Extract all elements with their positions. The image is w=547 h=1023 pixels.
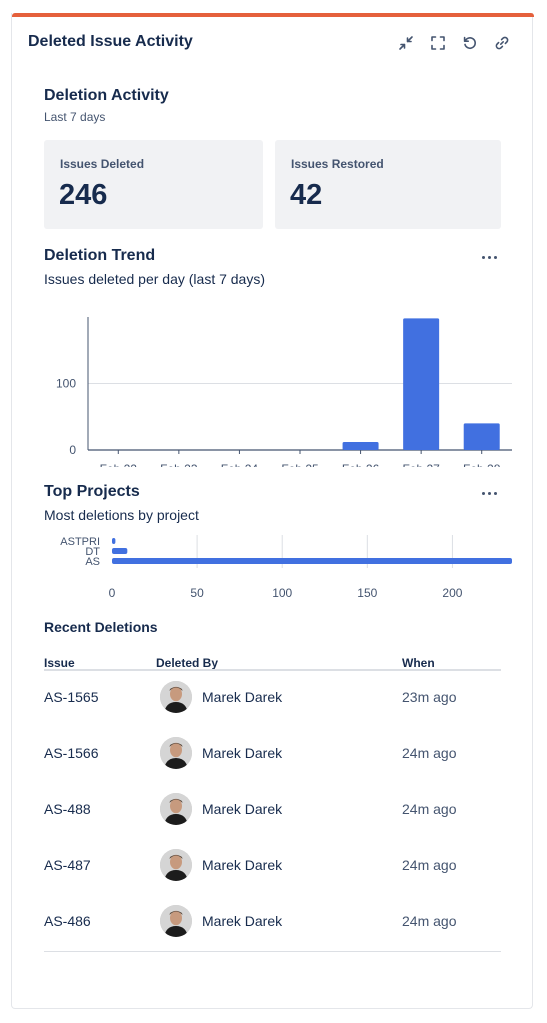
card-actions <box>396 33 512 53</box>
deleted-by-user: Marek Darek <box>202 801 283 817</box>
refresh-icon <box>463 36 476 49</box>
project-bar[interactable] <box>112 538 116 544</box>
avatar-icon <box>160 793 192 825</box>
avatar-icon <box>160 905 192 937</box>
table-row: AS-1565 Marek Darek 23m ago <box>44 671 501 727</box>
recent-title: Recent Deletions <box>44 619 158 635</box>
activity-title: Deletion Activity <box>44 87 169 104</box>
deleted-when: 24m ago <box>402 857 457 873</box>
x-tick-label: 100 <box>272 586 292 600</box>
deleted-when: 23m ago <box>402 689 457 705</box>
card-accent-bar <box>12 13 534 17</box>
user-avatar <box>160 681 192 713</box>
x-tick-label: Feb 28 <box>463 462 501 467</box>
x-tick-label: 200 <box>442 586 462 600</box>
projects-title: Top Projects <box>44 483 140 500</box>
more-dot-icon <box>487 491 491 495</box>
deleted-by-user: Marek Darek <box>202 913 283 929</box>
issue-key-link[interactable]: AS-1565 <box>44 689 99 705</box>
column-deleted-by[interactable]: Deleted By <box>156 656 219 670</box>
projects-more-button[interactable] <box>477 485 501 501</box>
stat-issues-deleted: Issues Deleted 246 <box>44 140 263 229</box>
trend-bar[interactable] <box>403 318 440 450</box>
stat-value: 246 <box>59 179 108 211</box>
more-dot-icon <box>481 491 485 495</box>
project-label: ASTPRI <box>60 536 100 548</box>
user-avatar <box>160 905 192 937</box>
more-dot-icon <box>493 491 497 495</box>
link-icon <box>495 36 509 50</box>
avatar-icon <box>160 681 192 713</box>
stat-label: Issues Deleted <box>60 157 145 171</box>
y-tick-label: 0 <box>69 443 76 457</box>
link-button[interactable] <box>492 33 512 53</box>
minimize-icon <box>399 36 413 50</box>
table-row: AS-487 Marek Darek 24m ago <box>44 839 501 895</box>
trend-bar[interactable] <box>342 442 379 450</box>
refresh-button[interactable] <box>460 33 480 53</box>
avatar-icon <box>160 849 192 881</box>
x-tick-label: Feb 27 <box>402 462 440 467</box>
y-tick-label: 100 <box>56 377 76 391</box>
deleted-issue-activity-card: Deleted Issue Activity Deletion Activity… <box>11 13 534 1009</box>
trend-title: Deletion Trend <box>44 247 156 264</box>
card-title: Deleted Issue Activity <box>28 33 193 50</box>
minimize-button[interactable] <box>396 33 416 53</box>
x-tick-label: 50 <box>190 586 204 600</box>
table-row: AS-1566 Marek Darek 24m ago <box>44 727 501 783</box>
deleted-when: 24m ago <box>402 745 457 761</box>
more-dot-icon <box>493 255 497 259</box>
table-row: AS-488 Marek Darek 24m ago <box>44 783 501 839</box>
x-tick-label: Feb 22 <box>100 462 138 467</box>
column-when[interactable]: When <box>402 656 435 670</box>
trend-more-button[interactable] <box>477 249 501 265</box>
deleted-by-user: Marek Darek <box>202 857 283 873</box>
issue-key-link[interactable]: AS-1566 <box>44 745 99 761</box>
x-tick-label: 150 <box>357 586 377 600</box>
trend-bar[interactable] <box>463 423 500 450</box>
stat-value: 42 <box>290 179 323 211</box>
trend-subtitle: Issues deleted per day (last 7 days) <box>44 271 266 287</box>
x-tick-label: Feb 24 <box>221 462 259 467</box>
project-bar[interactable] <box>112 558 512 564</box>
project-label: DT <box>85 546 100 558</box>
user-avatar <box>160 849 192 881</box>
x-tick-label: Feb 25 <box>281 462 319 467</box>
deleted-by-user: Marek Darek <box>202 689 283 705</box>
user-avatar <box>160 793 192 825</box>
project-bar[interactable] <box>112 548 128 554</box>
issue-key-link[interactable]: AS-486 <box>44 913 91 929</box>
avatar-icon <box>160 737 192 769</box>
deleted-when: 24m ago <box>402 913 457 929</box>
activity-subtitle: Last 7 days <box>44 110 106 124</box>
more-dot-icon <box>487 255 491 259</box>
issue-key-link[interactable]: AS-487 <box>44 857 91 873</box>
issue-key-link[interactable]: AS-488 <box>44 801 91 817</box>
user-avatar <box>160 737 192 769</box>
column-issue[interactable]: Issue <box>44 656 75 670</box>
project-label: AS <box>85 556 100 568</box>
fullscreen-icon <box>431 36 445 50</box>
table-row: AS-486 Marek Darek 24m ago <box>44 895 501 951</box>
fullscreen-button[interactable] <box>428 33 448 53</box>
more-dot-icon <box>481 255 485 259</box>
deleted-when: 24m ago <box>402 801 457 817</box>
table-header-divider <box>44 669 501 671</box>
deleted-by-user: Marek Darek <box>202 745 283 761</box>
table-bottom-divider <box>44 951 501 952</box>
stat-label: Issues Restored <box>291 157 384 171</box>
x-tick-label: Feb 23 <box>160 462 198 467</box>
stat-issues-restored: Issues Restored 42 <box>275 140 501 229</box>
x-tick-label: 0 <box>109 586 116 600</box>
x-tick-label: Feb 26 <box>342 462 380 467</box>
projects-subtitle: Most deletions by project <box>44 507 199 523</box>
deletion-trend-chart: 0 100 Feb 22 Feb 23 Feb 24 Feb 25 Feb 26 Feb 27… <box>56 317 512 467</box>
